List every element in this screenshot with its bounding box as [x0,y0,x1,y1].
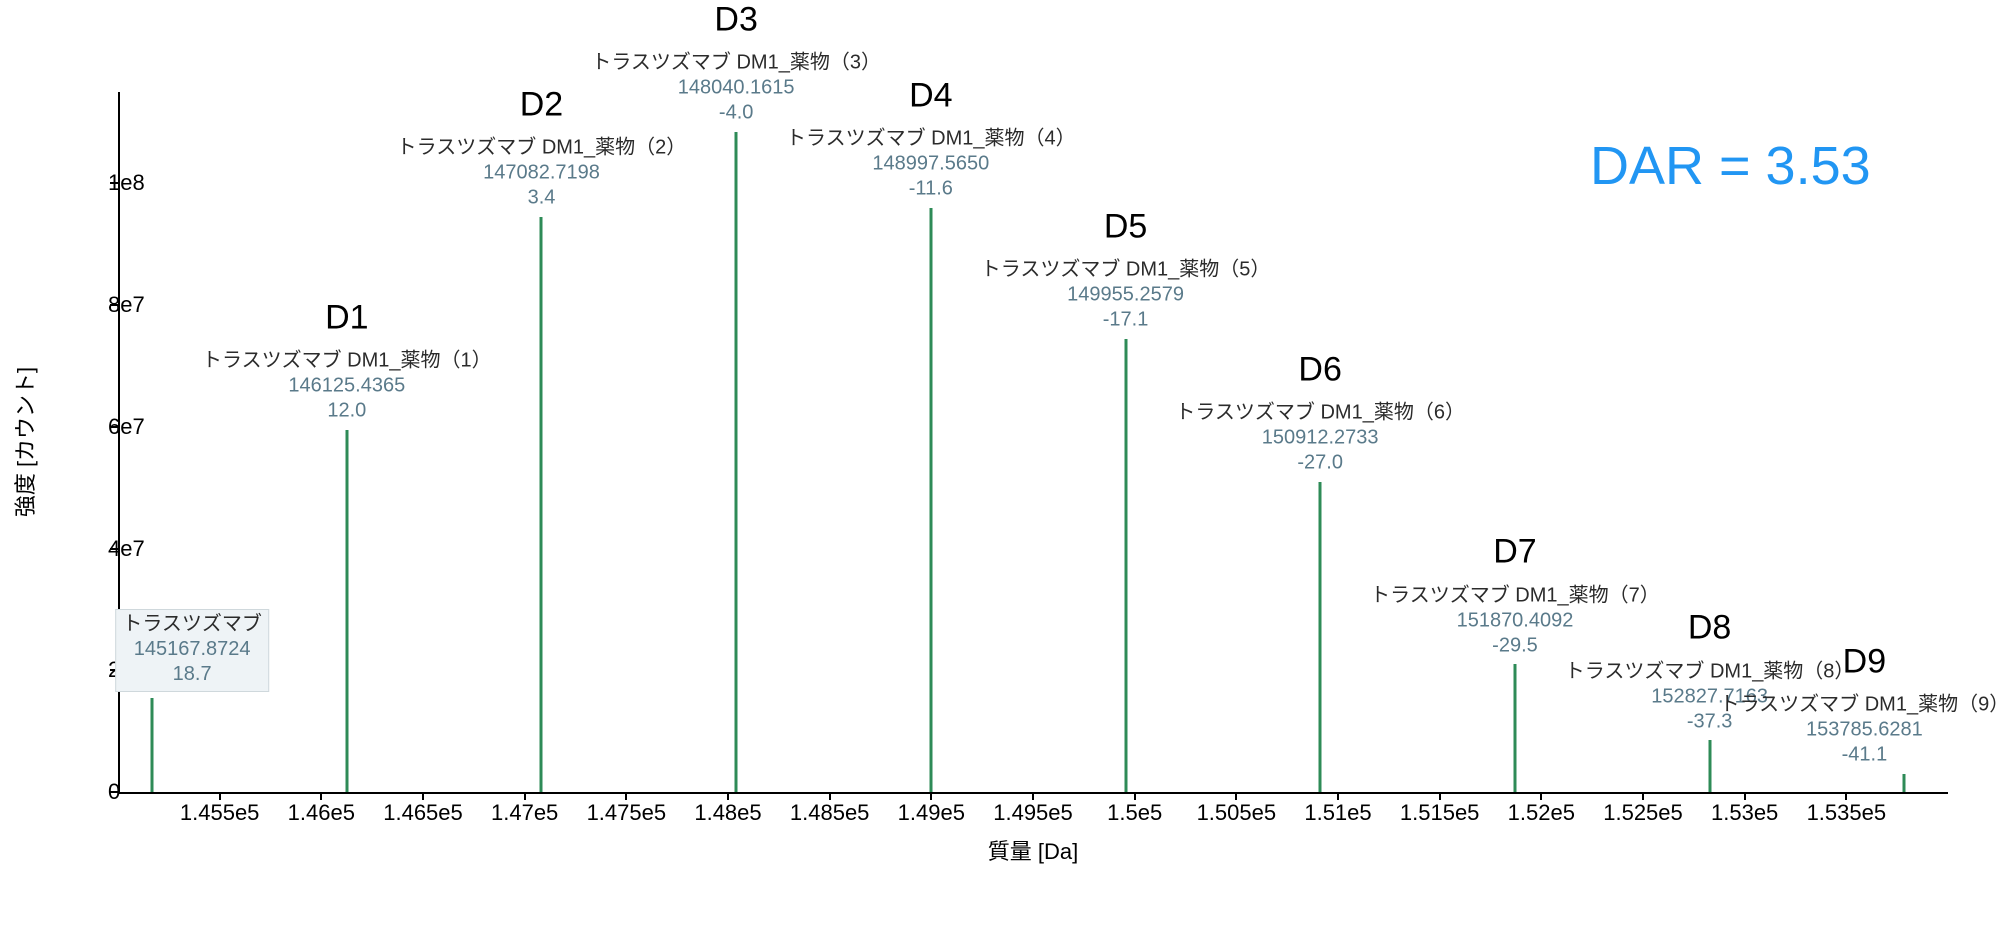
x-tick-label: 1.465e5 [383,800,463,826]
x-tick-label: 1.495e5 [993,800,1073,826]
peak-mass: 153785.6281 [1720,718,2000,743]
peak-dlabel: D7 [1370,531,1660,574]
plot-area: 02e74e76e78e71e8 1.455e51.46e51.465e51.4… [118,92,1948,792]
peak-line-d2 [540,217,543,792]
peak-species: トラスツズマブ DM1_薬物（3） [591,51,881,76]
peak-delta: 18.7 [122,662,262,687]
peak-label-d6: D6 トラスツズマブ DM1_薬物（6）150912.2733-27.0 [1175,348,1465,476]
peak-mass: 148997.5650 [786,152,1076,177]
peak-mass: 146125.4365 [202,374,492,399]
peak-dlabel: D9 [1720,640,2000,683]
peak-line-d3 [735,132,738,792]
peak-species: トラスツズマブ DM1_薬物（4） [786,127,1076,152]
x-tick-label: 1.48e5 [694,800,761,826]
peak-line-d9 [1903,774,1906,792]
x-tick [1642,792,1644,800]
peak-species: トラスツズマブ [122,612,262,637]
x-tick-label: 1.46e5 [288,800,355,826]
peak-label-d5: D5 トラスツズマブ DM1_薬物（5）149955.2579-17.1 [981,205,1271,333]
peak-mass: 145167.8724 [122,637,262,662]
x-tick [1540,792,1542,800]
x-tick [1845,792,1847,800]
mass-spectrum-chart: 02e74e76e78e71e8 1.455e51.46e51.465e51.4… [0,0,2000,935]
peak-label-d4: D4 トラスツズマブ DM1_薬物（4）148997.5650-11.6 [786,74,1076,202]
x-tick-label: 1.5e5 [1107,800,1162,826]
peak-line-d8 [1708,740,1711,792]
peak-dlabel: D6 [1175,348,1465,391]
x-tick [829,792,831,800]
x-tick-label: 1.49e5 [898,800,965,826]
x-axis-title: 質量 [Da] [988,834,1078,866]
x-tick [1439,792,1441,800]
peak-label-d9: D9 トラスツズマブ DM1_薬物（9）153785.6281-41.1 [1720,640,2000,768]
peak-mass: 149955.2579 [981,283,1271,308]
x-tick [930,792,932,800]
peak-delta: 3.4 [397,186,687,211]
peak-species: トラスツズマブ DM1_薬物（9） [1720,693,2000,718]
x-tick [1744,792,1746,800]
x-tick-label: 1.525e5 [1603,800,1683,826]
peak-mass: 150912.2733 [1175,426,1465,451]
x-tick [1032,792,1034,800]
peak-line-d5 [1124,339,1127,792]
x-tick-label: 1.505e5 [1197,800,1277,826]
y-axis-title: 強度 [カウント] [8,367,40,517]
x-tick-label: 1.47e5 [491,800,558,826]
peak-line-d0 [151,698,154,792]
x-tick [1235,792,1237,800]
x-tick [524,792,526,800]
x-tick [320,792,322,800]
peak-line-d4 [929,208,932,792]
peak-delta: -41.1 [1720,743,2000,768]
peak-line-d7 [1513,664,1516,792]
peak-dlabel: D5 [981,205,1271,248]
peak-delta: -27.0 [1175,451,1465,476]
x-tick [727,792,729,800]
peak-delta: -11.6 [786,177,1076,202]
peak-species: トラスツズマブ DM1_薬物（1） [202,349,492,374]
peak-delta: -17.1 [981,308,1271,333]
peak-species: トラスツズマブ DM1_薬物（5） [981,258,1271,283]
peak-line-d1 [345,430,348,792]
peak-species: トラスツズマブ DM1_薬物（2） [397,136,687,161]
peak-label-d0: トラスツズマブ145167.872418.7 [115,609,269,692]
x-tick-label: 1.535e5 [1807,800,1887,826]
x-tick [1337,792,1339,800]
x-tick-label: 1.485e5 [790,800,870,826]
peak-dlabel: D4 [786,74,1076,117]
peak-dlabel: D1 [202,296,492,339]
peak-label-d1: D1 トラスツズマブ DM1_薬物（1）146125.436512.0 [202,296,492,424]
peak-delta: 12.0 [202,399,492,424]
x-tick-label: 1.475e5 [587,800,667,826]
x-tick [625,792,627,800]
x-tick-label: 1.51e5 [1304,800,1371,826]
x-tick [422,792,424,800]
x-tick-label: 1.53e5 [1711,800,1778,826]
peak-species: トラスツズマブ DM1_薬物（7） [1370,583,1660,608]
x-tick [219,792,221,800]
peak-dlabel: D3 [591,0,881,41]
peak-line-d6 [1319,482,1322,792]
x-tick-label: 1.515e5 [1400,800,1480,826]
x-tick [1134,792,1136,800]
x-tick-label: 1.455e5 [180,800,260,826]
x-tick-label: 1.52e5 [1508,800,1575,826]
peak-species: トラスツズマブ DM1_薬物（6） [1175,401,1465,426]
dar-annotation: DAR = 3.53 [1590,135,1871,197]
peak-mass: 147082.7198 [397,161,687,186]
